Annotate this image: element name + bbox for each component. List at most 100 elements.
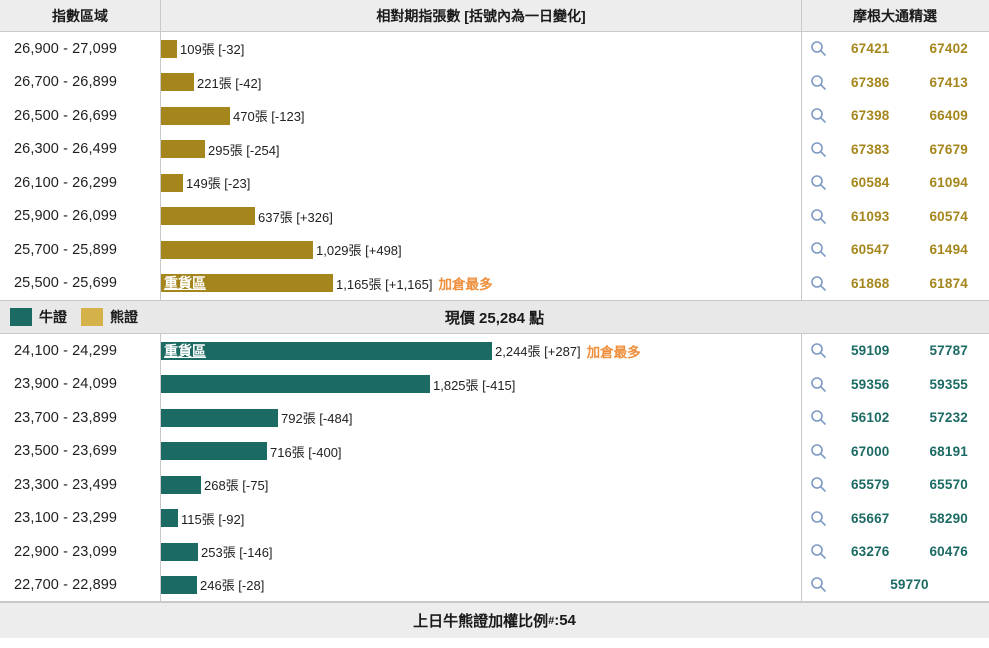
pick-code[interactable]: 67679 [929, 141, 969, 157]
jpm-picks-cell: 63276 60476 [802, 535, 988, 569]
table-row: 23,500 - 23,699 716張 [-400] 67000 68191 [0, 434, 989, 468]
pick-codes: 59770 [831, 577, 988, 592]
bull-lots-bar [161, 408, 278, 427]
pick-code[interactable]: 67402 [929, 41, 969, 57]
jpm-picks-cell: 67421 67402 [802, 32, 988, 66]
pick-code[interactable]: 61494 [929, 242, 969, 258]
index-range-cell: 22,900 - 23,099 [14, 543, 118, 560]
lots-value-label: 1,165張 [+1,165] [336, 276, 433, 292]
table-row: 23,900 - 24,099 1,825張 [-415] 59356 59355 [0, 367, 989, 402]
index-range-cell: 25,900 - 26,099 [14, 208, 118, 225]
jpm-picks-cell: 60547 61494 [802, 233, 988, 267]
jpm-picks-cell: 67398 66409 [802, 99, 988, 133]
pick-code[interactable]: 61093 [850, 208, 890, 224]
search-icon[interactable] [810, 141, 827, 158]
pick-codes: 67383 67679 [831, 142, 988, 157]
lots-value-label: 1,825張 [-415] [433, 377, 516, 393]
pick-code[interactable]: 66409 [929, 108, 969, 124]
pick-codes: 56102 57232 [831, 410, 988, 425]
lots-bar-cell: 246張 [-28] [160, 568, 802, 601]
table-row: 25,700 - 25,899 1,029張 [+498] 60547 61494 [0, 233, 989, 267]
pick-code[interactable]: 67386 [850, 74, 890, 90]
lots-bar-cell: 221張 [-42] [160, 65, 802, 99]
lots-value-label: 109張 [-32] [180, 42, 245, 58]
pick-code[interactable]: 63276 [850, 544, 890, 560]
search-icon[interactable] [810, 409, 827, 426]
jpm-picks-cell: 60584 61094 [802, 166, 988, 200]
pick-code[interactable]: 67000 [850, 443, 890, 459]
search-icon[interactable] [810, 107, 827, 124]
pick-code[interactable]: 57232 [929, 410, 969, 426]
pick-code[interactable]: 59109 [850, 343, 890, 359]
bear-lots-bar [161, 240, 313, 259]
pick-code[interactable]: 67421 [850, 41, 890, 57]
search-icon[interactable] [810, 241, 827, 258]
bull-lots-bar [161, 575, 197, 594]
lots-bar-cell: 109張 [-32] [160, 32, 802, 66]
pick-code[interactable]: 59356 [850, 376, 890, 392]
pick-code[interactable]: 60476 [929, 544, 969, 560]
pick-code[interactable]: 60574 [929, 208, 969, 224]
bear-lots-bar [161, 140, 205, 159]
search-icon[interactable] [810, 174, 827, 191]
pick-code[interactable]: 65579 [850, 477, 890, 493]
index-range-cell: 26,300 - 26,499 [14, 141, 118, 158]
search-icon[interactable] [810, 342, 827, 359]
lots-value-label: 149張 [-23] [186, 176, 251, 192]
pick-code[interactable]: 57787 [929, 343, 969, 359]
lots-bar-cell: 115張 [-92] [160, 501, 802, 535]
legend-item-bull: 牛證 [10, 307, 67, 327]
pick-code[interactable]: 67398 [850, 108, 890, 124]
search-icon[interactable] [810, 510, 827, 527]
lots-value-label: 246張 [-28] [200, 578, 265, 594]
pick-code[interactable]: 67413 [929, 74, 969, 90]
pick-code[interactable]: 59355 [929, 376, 969, 392]
search-icon[interactable] [810, 543, 827, 560]
pick-code[interactable]: 61094 [929, 175, 969, 191]
search-icon[interactable] [810, 208, 827, 225]
pick-code[interactable]: 61874 [929, 275, 969, 291]
pick-code[interactable]: 65570 [929, 477, 969, 493]
jpm-picks-cell: 59770 [802, 569, 988, 602]
index-range-cell: 23,100 - 23,299 [14, 510, 118, 527]
pick-code[interactable]: 60547 [850, 242, 890, 258]
lots-value-label: 253張 [-146] [201, 545, 273, 561]
bear-lots-bar [161, 207, 255, 226]
footer-separator: : [554, 612, 560, 629]
legend-and-price-row: 牛證 熊證 現價 25,284 點 [0, 300, 989, 334]
bear-lots-bar [161, 106, 230, 125]
lots-bar-cell: 470張 [-123] [160, 99, 802, 133]
legend: 牛證 熊證 [0, 307, 138, 327]
lots-bar-cell: 重貨區 1,165張 [+1,165] 加倉最多 [160, 266, 802, 300]
pick-codes: 65667 58290 [831, 511, 988, 526]
lots-value-label: 115張 [-92] [181, 511, 245, 527]
legend-bull-label: 牛證 [39, 309, 67, 325]
pick-code[interactable]: 58290 [929, 510, 969, 526]
search-icon[interactable] [810, 74, 827, 91]
lots-value-label: 221張 [-42] [197, 75, 262, 91]
search-icon[interactable] [810, 476, 827, 493]
pick-code[interactable]: 67383 [850, 141, 890, 157]
index-range-cell: 23,300 - 23,499 [14, 476, 118, 493]
index-range-cell: 26,100 - 26,299 [14, 174, 118, 191]
search-icon[interactable] [810, 275, 827, 292]
jpm-picks-cell: 59356 59355 [802, 368, 988, 402]
table-row: 26,300 - 26,499 295張 [-254] 67383 67679 [0, 132, 989, 166]
pick-code[interactable]: 65667 [850, 510, 890, 526]
pick-code[interactable]: 56102 [850, 410, 890, 426]
search-icon[interactable] [810, 443, 827, 460]
search-icon[interactable] [810, 40, 827, 57]
pick-code[interactable]: 59770 [890, 577, 929, 593]
pick-code[interactable]: 60584 [850, 175, 890, 191]
pick-codes: 63276 60476 [831, 544, 988, 559]
search-icon[interactable] [810, 376, 827, 393]
pick-code[interactable]: 68191 [929, 443, 969, 459]
lots-bar-cell: 268張 [-75] [160, 468, 802, 502]
header-index-range: 指數區域 [52, 7, 108, 24]
bull-lots-bar [161, 509, 178, 528]
search-icon[interactable] [810, 576, 827, 593]
pick-code[interactable]: 61868 [850, 275, 890, 291]
index-range-cell: 22,700 - 22,899 [14, 576, 118, 593]
lots-bar-cell: 253張 [-146] [160, 535, 802, 569]
pick-codes: 59109 57787 [831, 343, 988, 358]
